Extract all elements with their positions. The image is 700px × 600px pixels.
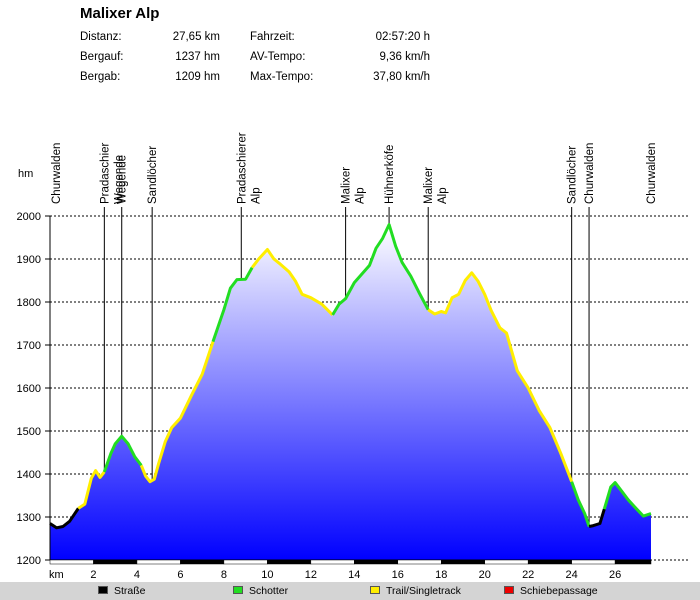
x-axis-band bbox=[136, 559, 181, 565]
legend-swatch-trail bbox=[370, 586, 380, 595]
x-tick-label: 14 bbox=[348, 569, 360, 581]
x-tick-label: 24 bbox=[566, 569, 578, 581]
y-tick-label: 1600 bbox=[17, 383, 41, 395]
y-tick-label: 1500 bbox=[17, 426, 41, 438]
stat-label-distance: Distanz: bbox=[80, 31, 122, 43]
elevation-area bbox=[50, 224, 651, 560]
x-tick-label: 16 bbox=[392, 569, 404, 581]
stat-value-max-speed: 37,80 km/h bbox=[373, 71, 430, 83]
waypoint-label: Malixer bbox=[423, 167, 435, 204]
x-axis-band bbox=[397, 559, 442, 565]
stat-value-descent: 1209 hm bbox=[175, 71, 220, 83]
stat-value-ridetime: 02:57:20 h bbox=[375, 31, 430, 43]
legend-item-trail: Trail/Singletrack bbox=[370, 585, 461, 597]
stat-value-distance: 27,65 km bbox=[172, 31, 220, 43]
y-tick-label: 1200 bbox=[17, 555, 41, 567]
waypoint-label: Sandlöcher bbox=[567, 146, 579, 204]
x-axis-band bbox=[484, 559, 529, 565]
waypoint-label: Pradaschier bbox=[99, 142, 111, 204]
legend-label: Straße bbox=[114, 585, 146, 597]
surface-segment-line bbox=[102, 434, 143, 473]
x-tick-label: 20 bbox=[479, 569, 491, 581]
stat-label-max-speed: Max-Tempo: bbox=[250, 71, 314, 83]
x-axis-band bbox=[180, 559, 225, 565]
surface-segment-line bbox=[49, 507, 80, 530]
y-tick-label: 1400 bbox=[17, 469, 41, 481]
surface-segment-line bbox=[427, 271, 574, 483]
surface-segment-line bbox=[139, 341, 215, 484]
waypoint-label: Pradaschierer bbox=[236, 132, 248, 204]
x-tick-label: 12 bbox=[305, 569, 317, 581]
y-tick-label: 1800 bbox=[17, 297, 41, 309]
stat-label-ridetime: Fahrzeit: bbox=[250, 31, 295, 43]
y-tick-label: 2000 bbox=[17, 211, 41, 223]
waypoint-label: Sandlöcher bbox=[147, 146, 159, 204]
stat-label-descent: Bergab: bbox=[80, 71, 121, 83]
x-tick-label: 6 bbox=[177, 569, 183, 581]
x-axis-label: km bbox=[49, 569, 64, 581]
x-axis-band bbox=[354, 559, 399, 565]
x-axis-band bbox=[267, 559, 312, 565]
waypoint-label: Churwalden bbox=[584, 143, 596, 204]
x-tick-label: 18 bbox=[435, 569, 447, 581]
x-tick-label: 2 bbox=[90, 569, 96, 581]
x-axis-band bbox=[440, 559, 485, 565]
x-tick-label: 4 bbox=[134, 569, 140, 581]
x-axis-band bbox=[571, 559, 616, 565]
waypoint-label: Churwalden bbox=[51, 143, 63, 204]
y-tick-label: 1900 bbox=[17, 254, 41, 266]
x-axis-band bbox=[310, 559, 355, 565]
stat-label-ascent: Bergauf: bbox=[80, 51, 124, 63]
y-tick-label: 1700 bbox=[17, 340, 41, 352]
surface-segment-line bbox=[211, 266, 254, 343]
surface-segment-line bbox=[602, 481, 652, 518]
surface-segment-line bbox=[588, 508, 606, 528]
surface-segment-line bbox=[77, 469, 106, 510]
legend-swatch-strasse bbox=[98, 586, 108, 595]
waypoint-label: Hühnerköfe bbox=[384, 145, 396, 204]
x-axis-band bbox=[527, 559, 572, 565]
x-tick-label: 26 bbox=[609, 569, 621, 581]
x-axis-band bbox=[93, 559, 138, 565]
chart-title: Malixer Alp bbox=[80, 5, 160, 22]
x-axis-band bbox=[614, 559, 652, 565]
x-axis-band bbox=[223, 559, 268, 565]
legend-label: Schiebepassage bbox=[520, 585, 598, 597]
legend-item-schotter: Schotter bbox=[233, 585, 288, 597]
legend-label: Trail/Singletrack bbox=[386, 585, 461, 597]
waypoint-label: Alp bbox=[437, 187, 449, 204]
legend-bar bbox=[0, 582, 700, 600]
stat-label-avg-speed: AV-Tempo: bbox=[250, 51, 306, 63]
waypoint-label: Wegende bbox=[113, 155, 125, 204]
legend-label: Schotter bbox=[249, 585, 289, 597]
legend-item-strasse: Straße bbox=[98, 585, 146, 597]
stat-value-avg-speed: 9,36 km/h bbox=[379, 51, 431, 63]
x-tick-label: 8 bbox=[221, 569, 227, 581]
waypoint-label: Alp bbox=[250, 187, 262, 204]
stat-value-ascent: 1237 hm bbox=[175, 51, 220, 63]
waypoint-label: Churwalden bbox=[646, 143, 658, 204]
y-axis-label: hm bbox=[18, 168, 33, 180]
x-axis-band bbox=[49, 559, 94, 565]
surface-segment-line bbox=[250, 248, 334, 316]
legend-swatch-schiebepassage bbox=[504, 586, 514, 595]
legend-swatch-schotter bbox=[233, 586, 243, 595]
y-tick-label: 1300 bbox=[17, 512, 41, 524]
waypoint-label: Alp bbox=[355, 187, 367, 204]
elevation-line bbox=[49, 223, 652, 530]
waypoint-label: Malixer bbox=[341, 167, 353, 204]
waypoint-label: Wegende bbox=[117, 155, 129, 204]
x-tick-label: 22 bbox=[522, 569, 534, 581]
surface-segment-line bbox=[331, 223, 430, 316]
surface-segment-line bbox=[570, 481, 591, 527]
legend-item-schiebepassage: Schiebepassage bbox=[504, 585, 598, 597]
x-tick-label: 10 bbox=[261, 569, 273, 581]
